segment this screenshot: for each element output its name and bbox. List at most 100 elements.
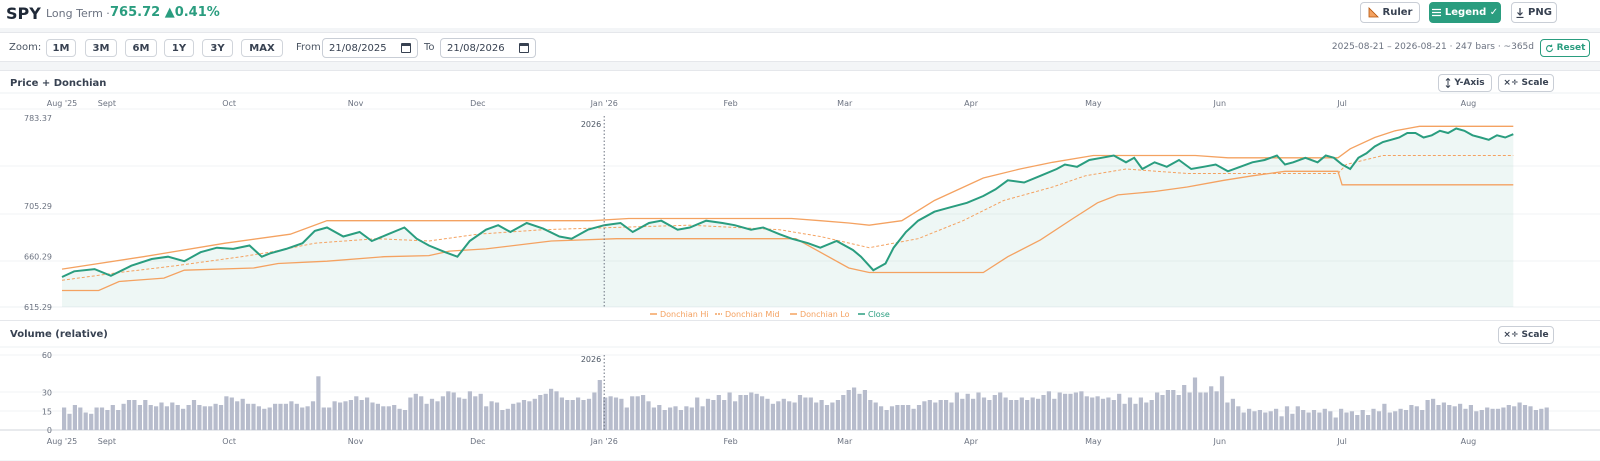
volume-bar: [310, 401, 316, 431]
volume-bar: [884, 410, 889, 430]
volume-bar: [1420, 410, 1425, 430]
ruler-button[interactable]: Ruler: [1360, 2, 1420, 23]
zoom-1y-button[interactable]: 1Y: [164, 39, 194, 57]
last-price: 765.72: [110, 5, 161, 20]
volume-bar: [1344, 412, 1349, 430]
y-tick-label: 60: [42, 351, 52, 360]
volume-bar: [1322, 408, 1327, 431]
volume-bar: [678, 410, 683, 430]
zoom-1m-button[interactable]: 1M: [46, 39, 76, 57]
volume-bar: [89, 413, 94, 431]
x-tick-label: Aug: [1461, 99, 1477, 108]
volume-bar: [1290, 413, 1295, 431]
volume-bar: [494, 402, 500, 430]
volume-bar: [1539, 408, 1544, 431]
volume-bar: [619, 398, 624, 431]
to-date-input[interactable]: 21/08/2026: [440, 38, 536, 58]
x-tick-label: Feb: [723, 437, 737, 446]
reset-button[interactable]: Reset: [1540, 39, 1590, 57]
volume-bar: [965, 393, 970, 431]
volume-bar: [738, 395, 743, 430]
price-scale-button[interactable]: ×÷ Scale: [1498, 74, 1554, 92]
volume-bar: [1230, 398, 1235, 431]
volume-bar: [727, 392, 732, 430]
zoom-max-button[interactable]: MAX: [241, 39, 283, 57]
volume-bar: [657, 405, 662, 430]
calendar-icon: [519, 43, 529, 53]
volume-bar: [586, 398, 592, 431]
volume-bar: [240, 398, 245, 431]
volume-bar: [543, 393, 548, 431]
volume-bar: [186, 405, 191, 430]
volume-bar: [175, 405, 180, 430]
volume-bar: [408, 397, 413, 430]
from-label: From: [296, 42, 321, 53]
chart-legend[interactable]: Donchian Hi Donchian Mid Donchian Lo Close: [650, 310, 890, 319]
volume-bar: [1003, 397, 1008, 430]
volume-bar: [559, 397, 564, 430]
zoom-6m-button[interactable]: 6M: [125, 39, 157, 57]
volume-bar: [824, 405, 830, 430]
scale-icon: ×÷: [1503, 330, 1519, 340]
volume-bar: [576, 397, 581, 430]
legend-item-donchian-mid[interactable]: Donchian Mid: [715, 310, 780, 319]
from-date-input[interactable]: 21/08/2025: [322, 38, 418, 58]
volume-bar: [700, 406, 705, 431]
volume-bar: [1225, 402, 1230, 430]
volume-bar: [776, 401, 781, 431]
reset-label: Reset: [1556, 43, 1586, 53]
volume-bar: [949, 402, 954, 430]
volume-bar: [1209, 386, 1214, 431]
price-panel: Price + Donchian Y-Axis ×÷ Scale Aug '25…: [0, 70, 1600, 320]
volume-bar: [1263, 412, 1268, 430]
legend-item-donchian-lo[interactable]: Donchian Lo: [790, 310, 850, 319]
volume-bar: [1041, 395, 1046, 430]
volume-bar: [1079, 391, 1084, 431]
volume-bar: [516, 402, 521, 430]
volume-bar: [651, 407, 656, 430]
volume-bar: [862, 390, 867, 430]
volume-bar: [1203, 392, 1208, 430]
volume-bar: [392, 405, 397, 430]
list-icon: [1431, 8, 1441, 17]
volume-bar: [181, 408, 186, 431]
volume-bar: [668, 407, 673, 430]
volume-bar: [1495, 408, 1501, 431]
volume-bar: [646, 401, 651, 431]
y-tick-label: 615.29: [24, 303, 52, 312]
volume-bar: [116, 410, 121, 430]
price-panel-title: Price + Donchian: [10, 78, 107, 89]
volume-bar: [213, 403, 218, 431]
legend-item-close[interactable]: Close: [858, 310, 890, 319]
volume-bar: [998, 392, 1003, 430]
volume-bar: [846, 390, 851, 430]
zoom-3m-button[interactable]: 3M: [85, 39, 117, 57]
volume-bar: [202, 406, 207, 431]
volume-bar: [262, 408, 267, 431]
volume-bar: [1533, 410, 1538, 430]
volume-bar: [294, 403, 299, 431]
volume-bar: [1306, 412, 1311, 430]
from-date-value: 21/08/2025: [329, 42, 387, 54]
volume-bar: [1268, 411, 1273, 431]
x-tick-label: Jun: [1213, 99, 1227, 108]
x-tick-label: Sept: [98, 99, 116, 108]
volume-bar: [1127, 397, 1133, 430]
ruler-icon: [1368, 7, 1379, 18]
volume-bar: [1403, 410, 1409, 430]
volume-bar: [137, 405, 142, 430]
volume-bar: [981, 397, 987, 430]
png-export-button[interactable]: PNG: [1511, 2, 1557, 23]
y-axis-button[interactable]: Y-Axis: [1438, 74, 1492, 92]
volume-scale-button[interactable]: ×÷ Scale: [1498, 326, 1554, 344]
volume-bar: [808, 397, 813, 430]
x-tick-label: May: [1085, 99, 1102, 108]
legend-button[interactable]: Legend ✓: [1429, 2, 1501, 23]
zoom-3y-button[interactable]: 3Y: [202, 39, 233, 57]
volume-bar: [462, 398, 467, 431]
volume-bar: [1349, 411, 1354, 431]
volume-bar: [1122, 403, 1127, 431]
volume-bar: [1512, 406, 1517, 431]
legend-item-donchian-hi[interactable]: Donchian Hi: [650, 310, 709, 319]
volume-bar: [1458, 403, 1463, 431]
